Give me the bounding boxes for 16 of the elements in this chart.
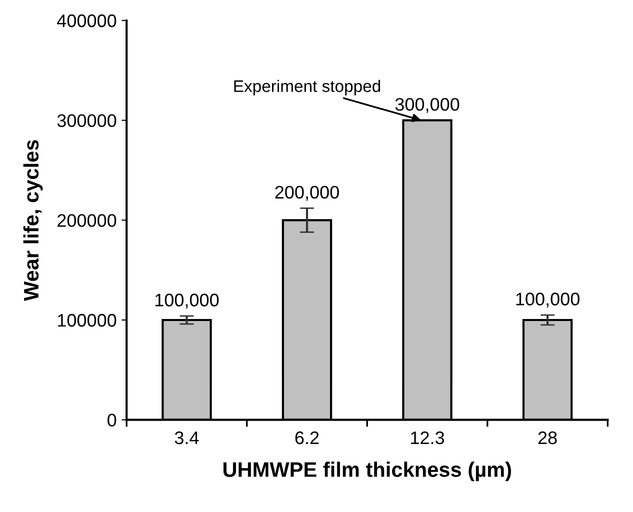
data-label: 100,000: [516, 292, 580, 308]
y-tick-label: 200000: [58, 214, 116, 227]
x-axis-title: UHMWPE film thickness (µm): [223, 462, 512, 482]
x-tick-label: 28: [538, 431, 557, 444]
x-tick-label: 12.3: [411, 431, 444, 444]
y-axis-title: Wear life, cycles: [23, 140, 43, 302]
annotation: Experiment stopped: [234, 80, 380, 96]
data-label: 100,000: [155, 294, 219, 309]
x-tick-label: 6.2: [295, 431, 319, 444]
y-tick-label: 300000: [57, 114, 116, 128]
y-tick-label: 0: [108, 414, 116, 427]
data-label: 300,000: [395, 98, 460, 113]
x-tick-label: 3.4: [174, 431, 199, 444]
y-tick-label: 100000: [58, 314, 116, 327]
y-tick-label: 400000: [57, 14, 116, 28]
data-label: 200,000: [275, 186, 339, 201]
